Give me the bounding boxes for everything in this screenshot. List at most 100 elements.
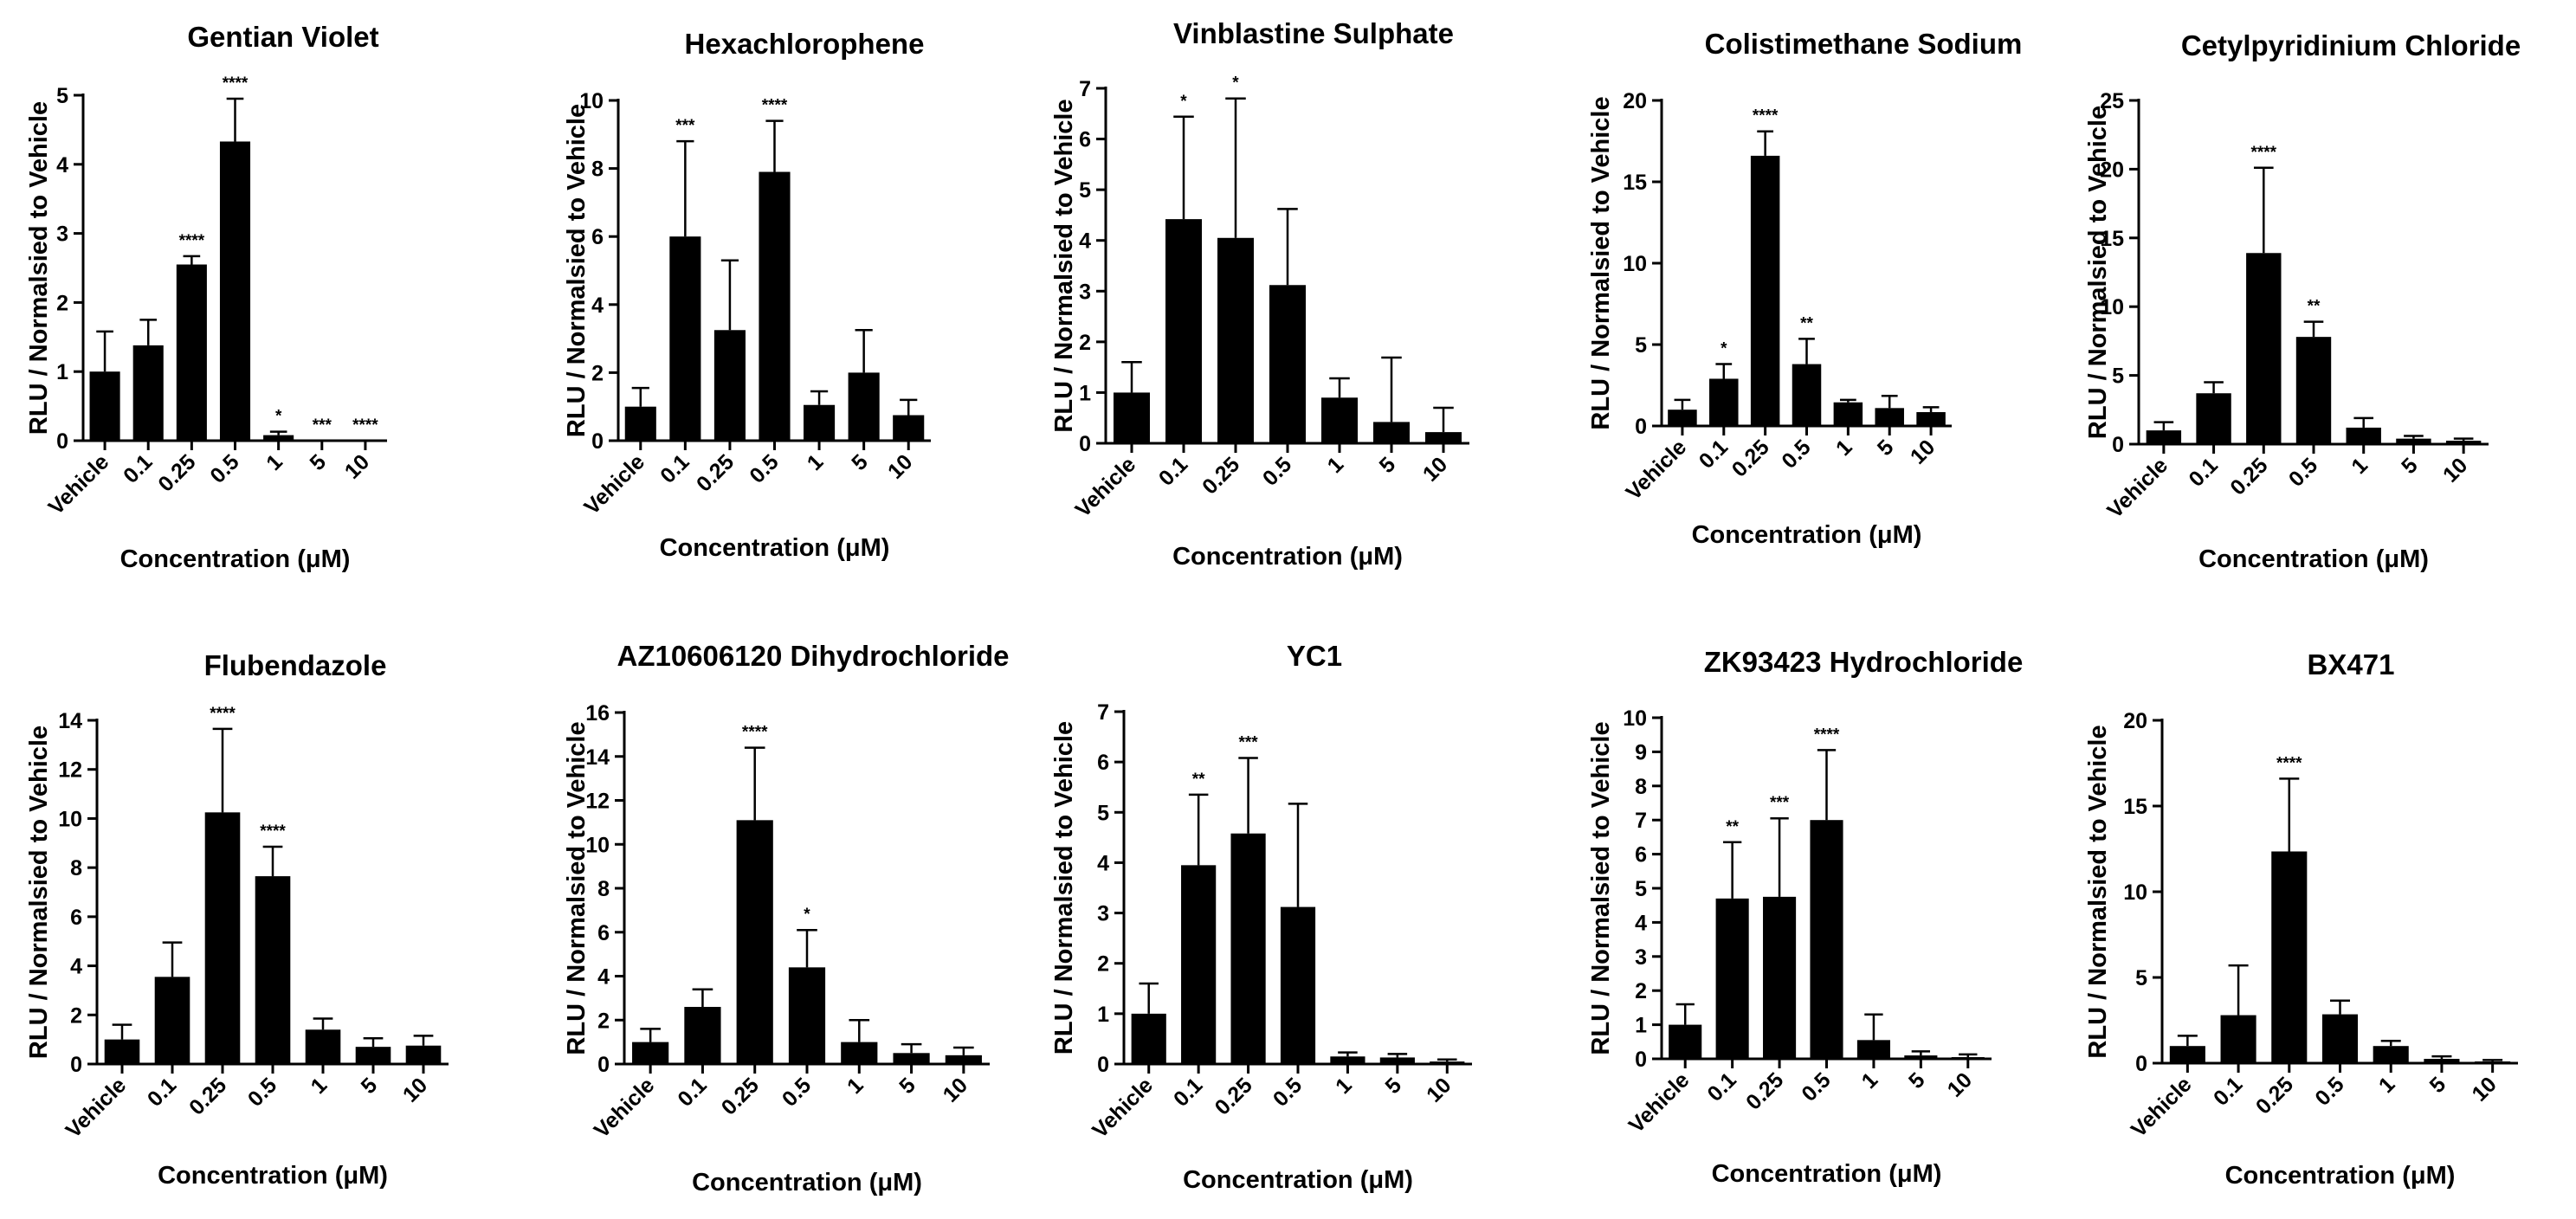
y-tick-label: 6	[1079, 128, 1091, 152]
bar-0.25	[204, 812, 241, 1064]
x-axis-label: Concentration (μM)	[2225, 1162, 2456, 1190]
bar-1	[305, 1029, 341, 1064]
y-tick-label: 0	[2135, 1052, 2147, 1076]
y-tick-label: 0	[1635, 415, 1647, 439]
y-tick-label: 20	[2100, 158, 2124, 182]
y-tick-label: 0	[597, 1053, 610, 1077]
x-tick-label: 10	[883, 449, 917, 483]
y-tick-label: 0	[2112, 433, 2124, 457]
y-axis-label: RLU / Normalsied to Vehicle	[2084, 725, 2112, 1058]
bar-5	[893, 1053, 930, 1064]
bar-vehicle	[89, 371, 120, 441]
y-axis-label: RLU / Normalsied to Vehicle	[563, 721, 591, 1055]
y-tick-label: 5	[1635, 877, 1647, 901]
significance-label: ****	[1753, 107, 1779, 126]
bar-0.25	[1763, 896, 1797, 1059]
x-tick-label: 0.5	[1269, 1073, 1307, 1111]
y-tick-label: 7	[1097, 700, 1109, 725]
bar-0.25	[2271, 851, 2308, 1063]
chart-title: YC1	[1287, 640, 1342, 672]
bar-10	[2475, 1061, 2511, 1063]
y-tick-label: 0	[1635, 1048, 1647, 1072]
y-tick-label: 2	[70, 1003, 82, 1028]
x-tick-label: 0.1	[1169, 1073, 1207, 1111]
y-tick-label: 15	[2123, 795, 2147, 819]
y-tick-label: 7	[1079, 77, 1091, 101]
y-tick-label: 0	[1097, 1053, 1109, 1077]
x-tick-label: 10	[1418, 452, 1452, 486]
bar-0.1	[684, 1007, 721, 1064]
y-tick-label: 3	[1635, 945, 1647, 970]
significance-label: **	[2308, 298, 2321, 316]
bar-0.5	[1269, 285, 1306, 443]
bar-vehicle	[2169, 1046, 2205, 1063]
y-tick-label: 12	[585, 790, 610, 814]
y-tick-label: 14	[58, 709, 82, 733]
x-tick-label: Vehicle	[2127, 1072, 2197, 1142]
bar-1	[1856, 1040, 1890, 1059]
x-tick-label: 0.1	[143, 1073, 181, 1111]
chart-title: Gentian Violet	[187, 21, 378, 53]
chart-panel-8: ZK93423 Hydrochloride 0 1 2 3 4 5 6 7 8 9 10 RLU / N…	[1587, 646, 2023, 1188]
x-axis-label: Concentration (μM)	[2198, 545, 2429, 573]
y-tick-label: 5	[1079, 178, 1091, 203]
x-tick-label: 0.5	[2310, 1072, 2348, 1110]
bar-5	[2396, 438, 2431, 444]
bar-5	[848, 372, 880, 441]
bar-10	[1430, 1061, 1465, 1064]
x-tick-label: Vehicle	[1088, 1073, 1158, 1143]
x-tick-label: 10	[1422, 1073, 1456, 1106]
bar-0.5	[1792, 364, 1822, 426]
bar-0.1	[1181, 865, 1217, 1064]
chart-title: Cetylpyridinium Chloride	[2181, 29, 2521, 61]
x-tick-label: 0.1	[2209, 1072, 2247, 1110]
x-tick-label: 5	[305, 449, 331, 475]
significance-label: ****	[2250, 144, 2276, 162]
y-tick-label: 8	[597, 877, 610, 901]
y-tick-label: 1	[56, 360, 68, 384]
y-tick-label: 0	[70, 1053, 82, 1077]
bar-0.25	[176, 264, 207, 441]
x-tick-label: 0.5	[205, 449, 243, 487]
chart-title: Colistimethane Sodium	[1705, 28, 2023, 60]
y-axis-label: RLU / Normalsied to Vehicle	[1050, 99, 1078, 432]
bar-5	[2424, 1059, 2460, 1063]
x-axis-label: Concentration (μM)	[1172, 543, 1403, 571]
x-tick-label: 0.25	[184, 1073, 231, 1119]
bar-vehicle	[632, 1042, 669, 1064]
y-tick-label: 20	[1623, 89, 1647, 113]
x-axis-label: Concentration (μM)	[1183, 1166, 1413, 1194]
x-tick-label: 10	[1906, 435, 1940, 468]
y-tick-label: 7	[1635, 809, 1647, 833]
significance-label: ***	[313, 416, 332, 435]
bar-0.1	[1715, 898, 1749, 1059]
y-tick-label: 5	[56, 84, 68, 108]
bar-1	[804, 404, 836, 441]
bar-0.25	[713, 330, 746, 441]
bar-5	[355, 1047, 391, 1064]
bar-0.1	[669, 236, 701, 441]
x-axis-label: Concentration (μM)	[1712, 1160, 1942, 1188]
x-tick-label: 0.5	[1258, 452, 1296, 490]
significance-label: ****	[179, 232, 205, 250]
y-tick-label: 4	[56, 153, 68, 177]
chart-title: Hexachlorophene	[685, 28, 925, 60]
y-tick-label: 3	[1079, 280, 1091, 304]
x-tick-label: 0.1	[655, 449, 694, 487]
bar-0.25	[1230, 833, 1266, 1064]
bar-10	[893, 415, 925, 441]
y-tick-label: 10	[2123, 880, 2147, 905]
x-tick-label: 5	[2397, 453, 2423, 479]
bar-10	[1951, 1057, 1985, 1059]
x-tick-label: Vehicle	[1624, 1067, 1695, 1138]
x-tick-label: 0.5	[2284, 453, 2322, 491]
y-tick-label: 6	[70, 906, 82, 930]
bar-10	[2445, 441, 2482, 444]
x-tick-label: 1	[1323, 452, 1349, 478]
x-tick-label: 1	[1857, 1067, 1883, 1093]
x-tick-label: Vehicle	[61, 1073, 132, 1143]
significance-label: ***	[675, 117, 695, 135]
